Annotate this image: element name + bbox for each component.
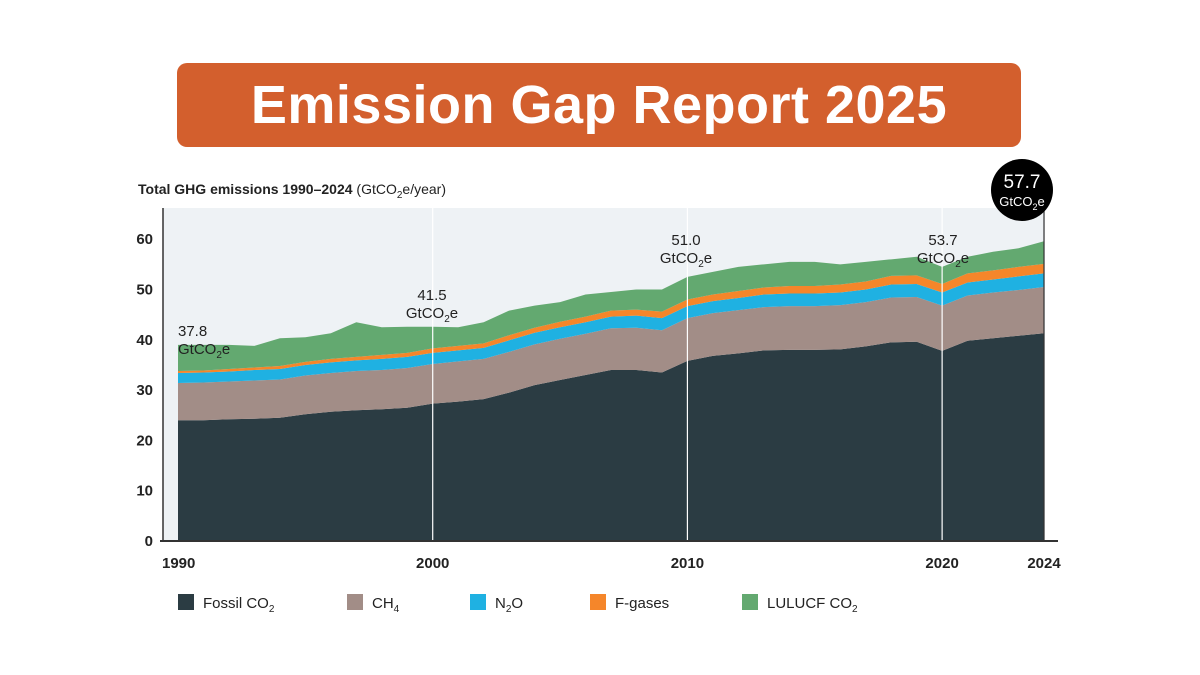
legend-label: N2O bbox=[495, 595, 523, 615]
y-tick-label: 50 bbox=[136, 282, 153, 299]
report-title-banner: Emission Gap Report 2025 bbox=[177, 63, 1021, 147]
y-tick-label: 60 bbox=[136, 231, 153, 248]
legend-label: Fossil CO2 bbox=[203, 595, 275, 615]
legend-label: F-gases bbox=[615, 595, 669, 612]
legend-swatch bbox=[742, 594, 758, 610]
highlight-circle bbox=[991, 159, 1053, 221]
legend-swatch bbox=[590, 594, 606, 610]
legend-item-f-gases: F-gases bbox=[590, 594, 669, 612]
legend-label: LULUCF CO2 bbox=[767, 595, 858, 615]
annotation-value: 57.7 bbox=[1004, 172, 1041, 193]
annotation-unit: GtCO2e bbox=[406, 305, 458, 325]
x-tick-label: 2024 bbox=[1027, 555, 1061, 572]
y-tick-label: 0 bbox=[145, 533, 153, 550]
area-n2o bbox=[178, 273, 1044, 384]
legend-swatch bbox=[178, 594, 194, 610]
annotation-value: 51.0 bbox=[671, 232, 700, 249]
y-tick-label: 40 bbox=[136, 332, 153, 349]
y-tick-label: 10 bbox=[136, 483, 153, 500]
annotation-unit: GtCO2e bbox=[999, 194, 1044, 212]
legend-item-ch4: CH4 bbox=[347, 594, 400, 615]
x-tick-label: 1990 bbox=[162, 555, 195, 572]
x-tick-label: 2020 bbox=[925, 555, 958, 572]
legend-label: CH4 bbox=[372, 595, 400, 615]
annotation-value: 41.5 bbox=[417, 287, 446, 304]
chart-title: Total GHG emissions 1990–2024 (GtCO2e/ye… bbox=[138, 181, 446, 201]
legend-item-lulucf-co2: LULUCF CO2 bbox=[742, 594, 858, 615]
x-tick-label: 2010 bbox=[671, 555, 704, 572]
annotation-value: 37.8 bbox=[178, 323, 207, 340]
legend-swatch bbox=[347, 594, 363, 610]
area-lulucf-co2 bbox=[178, 241, 1044, 371]
area-f-gases bbox=[178, 263, 1044, 373]
legend-item-n2o: N2O bbox=[470, 594, 523, 615]
annotation-unit: GtCO2e bbox=[660, 250, 712, 270]
area-fossil-co2 bbox=[178, 333, 1044, 541]
legend-item-fossil-co2: Fossil CO2 bbox=[178, 594, 275, 615]
y-tick-label: 30 bbox=[136, 382, 153, 399]
x-tick-label: 2000 bbox=[416, 555, 449, 572]
legend-swatch bbox=[470, 594, 486, 610]
annotation-value: 53.7 bbox=[928, 232, 957, 249]
annotation-unit: GtCO2e bbox=[917, 250, 969, 270]
area-ch4 bbox=[178, 286, 1044, 421]
annotation-unit: GtCO2e bbox=[178, 341, 230, 361]
y-tick-label: 20 bbox=[136, 432, 153, 449]
